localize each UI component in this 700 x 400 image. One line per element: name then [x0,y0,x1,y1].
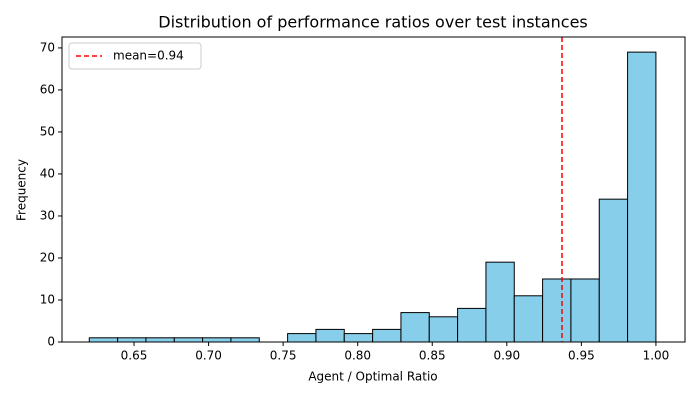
x-tick-label: 0.90 [493,349,520,363]
bar [343,333,374,343]
bar [88,337,119,343]
chart-title: Distribution of performance ratios over … [158,13,588,32]
plot-frame [61,36,686,343]
y-tick-label: 0 [47,335,55,349]
y-tick-label: 50 [40,124,55,138]
bar [598,198,629,343]
bar [173,337,204,343]
legend-box [68,42,202,70]
bar [230,337,260,343]
bar [513,295,544,343]
bar [287,333,317,343]
y-tick-label: 40 [40,166,55,180]
x-tick-label: 0.85 [419,349,446,363]
bar [627,51,657,343]
bar [542,278,572,343]
x-axis-label: Agent / Optimal Ratio [308,370,437,384]
x-tick-label: 0.80 [344,349,371,363]
y-tick-label: 30 [40,208,55,222]
bar [428,316,459,343]
legend-label: mean=0.94 [113,49,184,63]
bar [457,307,487,343]
y-tick-label: 60 [40,82,55,96]
y-axis-label: Frequency [15,159,29,221]
y-tick-label: 20 [40,250,55,264]
bar [117,337,147,343]
bar [145,337,175,343]
y-tick-label: 10 [40,292,55,306]
bar [372,328,402,343]
y-tick-label: 70 [40,40,55,54]
x-tick-label: 0.75 [270,349,297,363]
x-tick-label: 1.00 [643,349,670,363]
x-tick-label: 0.65 [121,349,148,363]
bar [315,328,345,343]
bar [485,261,515,343]
x-tick-label: 0.95 [568,349,595,363]
bar [570,278,600,343]
bar [202,337,232,343]
bar [400,312,430,343]
x-tick-label: 0.70 [195,349,222,363]
